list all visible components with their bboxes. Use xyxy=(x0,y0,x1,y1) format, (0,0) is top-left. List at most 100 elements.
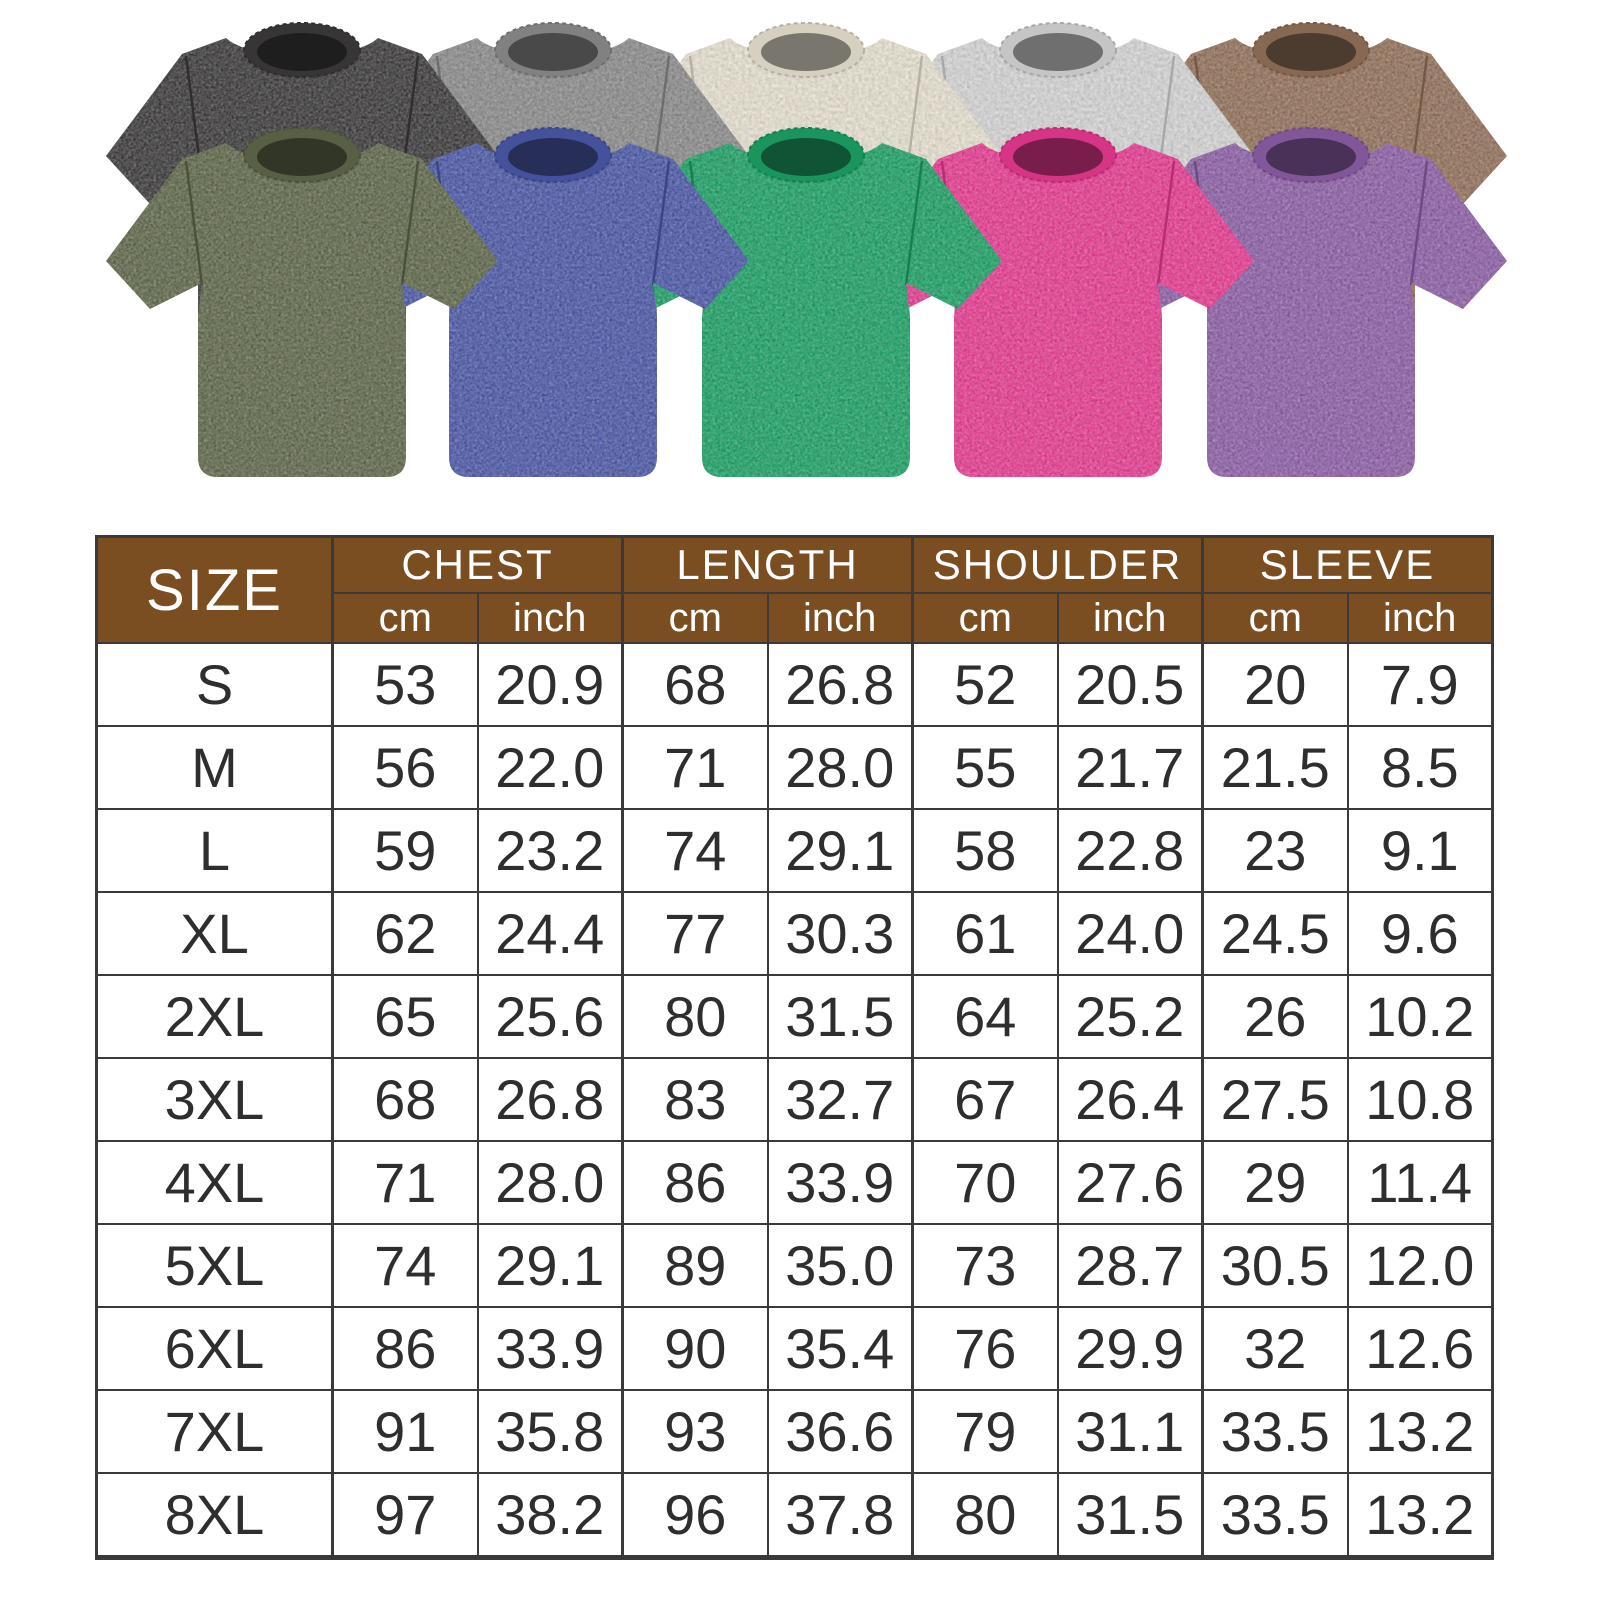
cell-shoulder-inch: 26.4 xyxy=(1056,1057,1204,1142)
cell-size: 4XL xyxy=(95,1140,334,1225)
cell-shoulder-cm: 55 xyxy=(911,725,1059,810)
table-row-4xl: 4XL 71 28.0 86 33.9 70 27.6 29 11.4 xyxy=(95,1140,1494,1225)
cell-shoulder-inch: 25.2 xyxy=(1056,974,1204,1059)
cell-chest-cm: 53 xyxy=(331,642,479,727)
cell-size: 8XL xyxy=(95,1472,334,1559)
subheader-chest-cm: cm xyxy=(331,592,479,644)
cell-shoulder-cm: 61 xyxy=(911,891,1059,976)
cell-chest-cm: 71 xyxy=(331,1140,479,1225)
cell-length-cm: 90 xyxy=(621,1306,769,1391)
cell-chest-inch: 33.9 xyxy=(476,1306,624,1391)
cell-sleeve-cm: 26 xyxy=(1201,974,1349,1059)
cell-length-inch: 35.4 xyxy=(766,1306,914,1391)
cell-length-cm: 80 xyxy=(621,974,769,1059)
table-row-l: L 59 23.2 74 29.1 58 22.8 23 9.1 xyxy=(95,808,1494,893)
cell-size: 2XL xyxy=(95,974,334,1059)
cell-length-inch: 30.3 xyxy=(766,891,914,976)
cell-shoulder-inch: 21.7 xyxy=(1056,725,1204,810)
cell-sleeve-inch: 13.2 xyxy=(1346,1472,1494,1559)
cell-length-cm: 68 xyxy=(621,642,769,727)
cell-chest-cm: 91 xyxy=(331,1389,479,1474)
cell-sleeve-inch: 13.2 xyxy=(1346,1389,1494,1474)
tshirt-graphic xyxy=(106,127,498,477)
cell-sleeve-inch: 12.6 xyxy=(1346,1306,1494,1391)
cell-sleeve-cm: 20 xyxy=(1201,642,1349,727)
cell-chest-inch: 23.2 xyxy=(476,808,624,893)
cell-size: S xyxy=(95,642,334,727)
cell-size: XL xyxy=(95,891,334,976)
cell-chest-cm: 74 xyxy=(331,1223,479,1308)
cell-sleeve-inch: 9.6 xyxy=(1346,891,1494,976)
table-row-2xl: 2XL 65 25.6 80 31.5 64 25.2 26 10.2 xyxy=(95,974,1494,1059)
cell-length-cm: 83 xyxy=(621,1057,769,1142)
subheader-shoulder-cm: cm xyxy=(911,592,1059,644)
cell-chest-cm: 97 xyxy=(331,1472,479,1559)
cell-length-inch: 36.6 xyxy=(766,1389,914,1474)
cell-chest-inch: 20.9 xyxy=(476,642,624,727)
cell-sleeve-cm: 32 xyxy=(1201,1306,1349,1391)
cell-sleeve-cm: 29 xyxy=(1201,1140,1349,1225)
cell-sleeve-cm: 24.5 xyxy=(1201,891,1349,976)
cell-chest-cm: 86 xyxy=(331,1306,479,1391)
cell-shoulder-inch: 29.9 xyxy=(1056,1306,1204,1391)
table-row-s: S 53 20.9 68 26.8 52 20.5 20 7.9 xyxy=(95,642,1494,727)
header-chest: CHEST xyxy=(331,535,624,594)
cell-length-cm: 77 xyxy=(621,891,769,976)
cell-shoulder-inch: 22.8 xyxy=(1056,808,1204,893)
table-row-3xl: 3XL 68 26.8 83 32.7 67 26.4 27.5 10.8 xyxy=(95,1057,1494,1142)
cell-length-cm: 74 xyxy=(621,808,769,893)
cell-shoulder-cm: 58 xyxy=(911,808,1059,893)
cell-length-inch: 35.0 xyxy=(766,1223,914,1308)
cell-length-inch: 33.9 xyxy=(766,1140,914,1225)
cell-sleeve-cm: 33.5 xyxy=(1201,1472,1349,1559)
cell-chest-inch: 24.4 xyxy=(476,891,624,976)
cell-sleeve-inch: 11.4 xyxy=(1346,1140,1494,1225)
cell-chest-inch: 25.6 xyxy=(476,974,624,1059)
cell-length-inch: 32.7 xyxy=(766,1057,914,1142)
cell-chest-inch: 29.1 xyxy=(476,1223,624,1308)
cell-sleeve-cm: 21.5 xyxy=(1201,725,1349,810)
cell-length-cm: 71 xyxy=(621,725,769,810)
subheader-chest-inch: inch xyxy=(476,592,624,644)
cell-shoulder-cm: 67 xyxy=(911,1057,1059,1142)
cell-sleeve-inch: 9.1 xyxy=(1346,808,1494,893)
cell-length-inch: 28.0 xyxy=(766,725,914,810)
cell-size: 3XL xyxy=(95,1057,334,1142)
cell-sleeve-inch: 7.9 xyxy=(1346,642,1494,727)
table-row-xl: XL 62 24.4 77 30.3 61 24.0 24.5 9.6 xyxy=(95,891,1494,976)
cell-size: M xyxy=(95,725,334,810)
cell-length-inch: 29.1 xyxy=(766,808,914,893)
cell-shoulder-inch: 27.6 xyxy=(1056,1140,1204,1225)
cell-sleeve-inch: 10.8 xyxy=(1346,1057,1494,1142)
cell-chest-cm: 56 xyxy=(331,725,479,810)
table-row-8xl: 8XL 97 38.2 96 37.8 80 31.5 33.5 13.2 xyxy=(95,1472,1494,1559)
cell-length-cm: 93 xyxy=(621,1389,769,1474)
cell-sleeve-cm: 30.5 xyxy=(1201,1223,1349,1308)
table-row-6xl: 6XL 86 33.9 90 35.4 76 29.9 32 12.6 xyxy=(95,1306,1494,1391)
cell-chest-cm: 62 xyxy=(331,891,479,976)
cell-sleeve-inch: 8.5 xyxy=(1346,725,1494,810)
cell-chest-cm: 59 xyxy=(331,808,479,893)
cell-size: L xyxy=(95,808,334,893)
cell-chest-inch: 26.8 xyxy=(476,1057,624,1142)
size-chart-table: SIZE CHEST LENGTH SHOULDER SLEEVE cm inch cm inc… xyxy=(95,535,1494,1560)
cell-sleeve-inch: 10.2 xyxy=(1346,974,1494,1059)
cell-length-inch: 37.8 xyxy=(766,1472,914,1559)
tshirt-washed-army-green xyxy=(102,117,502,497)
cell-shoulder-inch: 24.0 xyxy=(1056,891,1204,976)
subheader-sleeve-cm: cm xyxy=(1201,592,1349,644)
size-chart: SIZE CHEST LENGTH SHOULDER SLEEVE cm inch cm inc… xyxy=(95,535,1494,1560)
subheader-sleeve-inch: inch xyxy=(1346,592,1494,644)
cell-chest-inch: 22.0 xyxy=(476,725,624,810)
table-row-m: M 56 22.0 71 28.0 55 21.7 21.5 8.5 xyxy=(95,725,1494,810)
cell-length-cm: 89 xyxy=(621,1223,769,1308)
cell-chest-inch: 35.8 xyxy=(476,1389,624,1474)
table-row-7xl: 7XL 91 35.8 93 36.6 79 31.1 33.5 13.2 xyxy=(95,1389,1494,1474)
product-gallery xyxy=(0,0,1600,535)
cell-shoulder-cm: 70 xyxy=(911,1140,1059,1225)
subheader-length-cm: cm xyxy=(621,592,769,644)
cell-length-cm: 96 xyxy=(621,1472,769,1559)
cell-sleeve-cm: 33.5 xyxy=(1201,1389,1349,1474)
cell-chest-inch: 38.2 xyxy=(476,1472,624,1559)
